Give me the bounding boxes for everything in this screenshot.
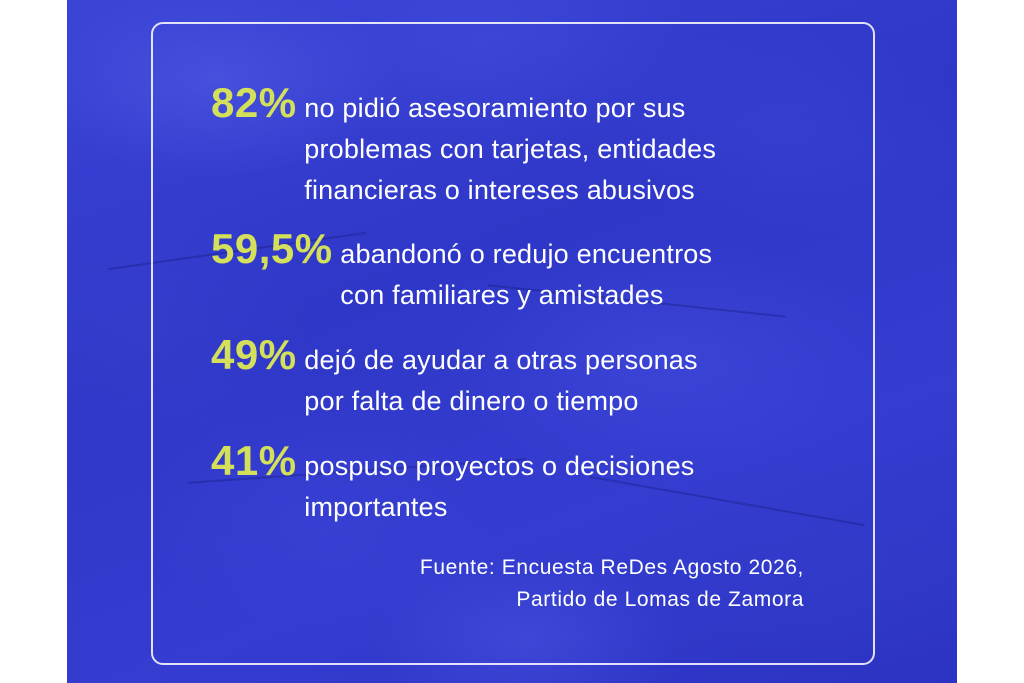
- stat-item: 59,5% abandonó o redujo encuentros con f…: [211, 228, 831, 316]
- stat-text: financieras o intereses abusivos: [304, 175, 695, 205]
- stat-text: con familiares y amistades: [340, 280, 664, 310]
- source-line: Fuente: Encuesta ReDes Agosto 2026,: [419, 556, 804, 579]
- stat-item: 49% dejó de ayudar a otras personas por …: [211, 334, 831, 422]
- stat-text: dejó de ayudar a otras personas: [304, 345, 698, 375]
- stat-text: abandonó o redujo encuentros: [340, 239, 713, 269]
- stat-percent: 82%: [211, 79, 297, 126]
- stat-text: importantes: [304, 492, 448, 522]
- stat-item: 41% pospuso proyectos o decisiones impor…: [211, 440, 831, 528]
- source-note: Fuente: Encuesta ReDes Agosto 2026, Part…: [420, 552, 804, 616]
- stat-percent: 41%: [211, 437, 297, 484]
- stat-text: pospuso proyectos o decisiones: [304, 451, 695, 481]
- stat-item: 82% no pidió asesoramiento por sus probl…: [211, 82, 831, 211]
- content-frame: [151, 22, 875, 665]
- stat-text: por falta de dinero o tiempo: [304, 386, 639, 416]
- stat-text: problemas con tarjetas, entidades: [304, 134, 717, 164]
- stat-text: no pidió asesoramiento por sus: [304, 93, 686, 123]
- source-line: Partido de Lomas de Zamora: [516, 588, 804, 611]
- stat-percent: 49%: [211, 331, 297, 378]
- background-image: [67, 0, 957, 683]
- stat-percent: 59,5%: [211, 225, 333, 272]
